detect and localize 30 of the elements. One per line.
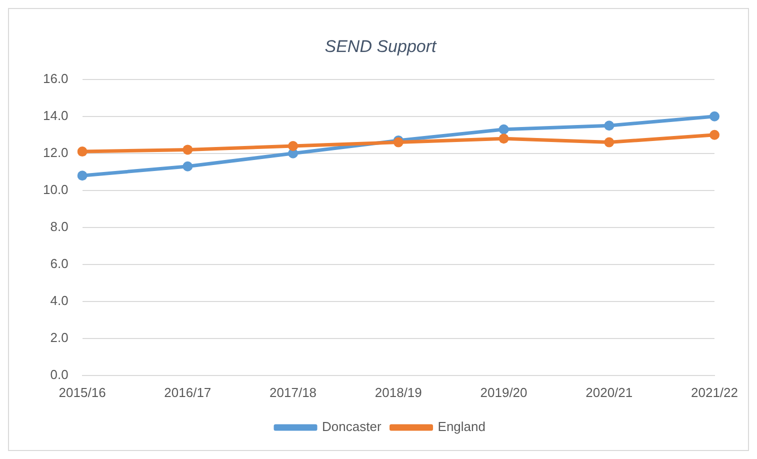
point [498,124,509,134]
point [182,144,193,155]
y-tick-label: 12.0 [42,144,68,160]
point [604,137,614,148]
legend-label: England [438,419,486,434]
x-tick-label: 2021/22 [691,384,738,400]
x-tick-label: 2015/16 [58,384,106,400]
legend-label: Doncaster [322,419,382,434]
x-tick-label: 2020/21 [586,384,633,400]
y-tick-label: 8.0 [50,218,68,234]
y-tick-label: 0.0 [50,366,68,382]
point [77,146,88,157]
x-tick-label: 2018/19 [374,384,422,400]
y-tick-label: 16.0 [42,70,68,86]
y-tick-label: 14.0 [42,108,68,123]
point [604,120,614,131]
x-tick-label: 2019/20 [480,384,528,400]
point [710,130,720,140]
point [182,161,193,172]
y-tick-label: 2.0 [50,330,68,345]
chart-title: SEND Support [324,36,438,56]
point [710,111,720,122]
point [498,134,509,144]
point [288,141,298,151]
y-tick-label: 6.0 [50,256,68,271]
x-tick-label: 2016/17 [164,384,212,400]
y-tick-label: 10.0 [42,182,68,197]
x-tick-label: 2017/18 [270,384,317,400]
point [77,170,88,181]
y-tick-label: 4.0 [50,292,68,308]
